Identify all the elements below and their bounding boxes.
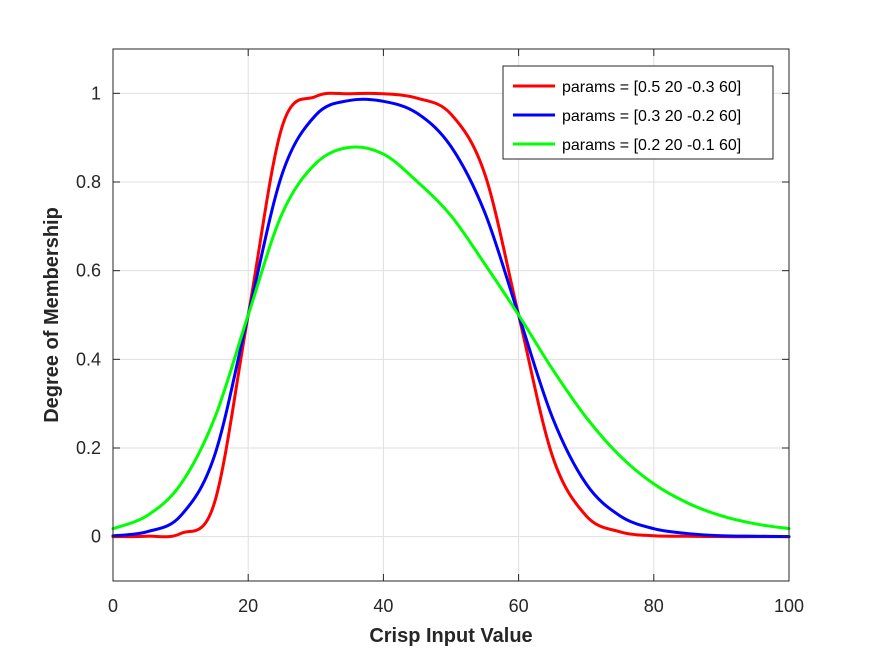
x-tick-label: 40: [373, 596, 393, 616]
x-tick-label: 80: [644, 596, 664, 616]
x-tick-label: 100: [774, 596, 804, 616]
ticks: [112, 49, 790, 581]
x-tick-label: 0: [108, 596, 118, 616]
y-tick-label: 1: [91, 83, 101, 103]
y-tick-label: 0.6: [76, 261, 101, 281]
series-line-3: [111, 145, 791, 531]
series-line-1: [111, 91, 791, 539]
x-tick-label: 20: [238, 596, 258, 616]
legend-label-1: params = [0.5 20 -0.3 60]: [562, 79, 741, 96]
series-line-2: [111, 97, 791, 539]
y-tick-label: 0.4: [76, 349, 101, 369]
y-tick-label: 0: [91, 527, 101, 547]
x-axis-label: Crisp Input Value: [369, 625, 532, 647]
y-axis-label: Degree of Membership: [41, 207, 63, 423]
legend-label-3: params = [0.2 20 -0.1 60]: [562, 137, 741, 154]
legend-items: params = [0.5 20 -0.3 60] params = [0.3 2…: [513, 79, 741, 154]
x-tick-label: 60: [509, 596, 529, 616]
plot-frame: [112, 48, 790, 582]
y-tick-label: 0.8: [76, 172, 101, 192]
legend-label-2: params = [0.3 20 -0.2 60]: [562, 108, 741, 125]
legend[interactable]: params = [0.5 20 -0.3 60] params = [0.3 2…: [502, 65, 774, 160]
series-group: [111, 91, 791, 539]
tick-labels: 0 20 40 60 80 100 0 0.2 0.4 0.6 0.8 1: [76, 83, 804, 616]
y-tick-label: 0.2: [76, 438, 101, 458]
